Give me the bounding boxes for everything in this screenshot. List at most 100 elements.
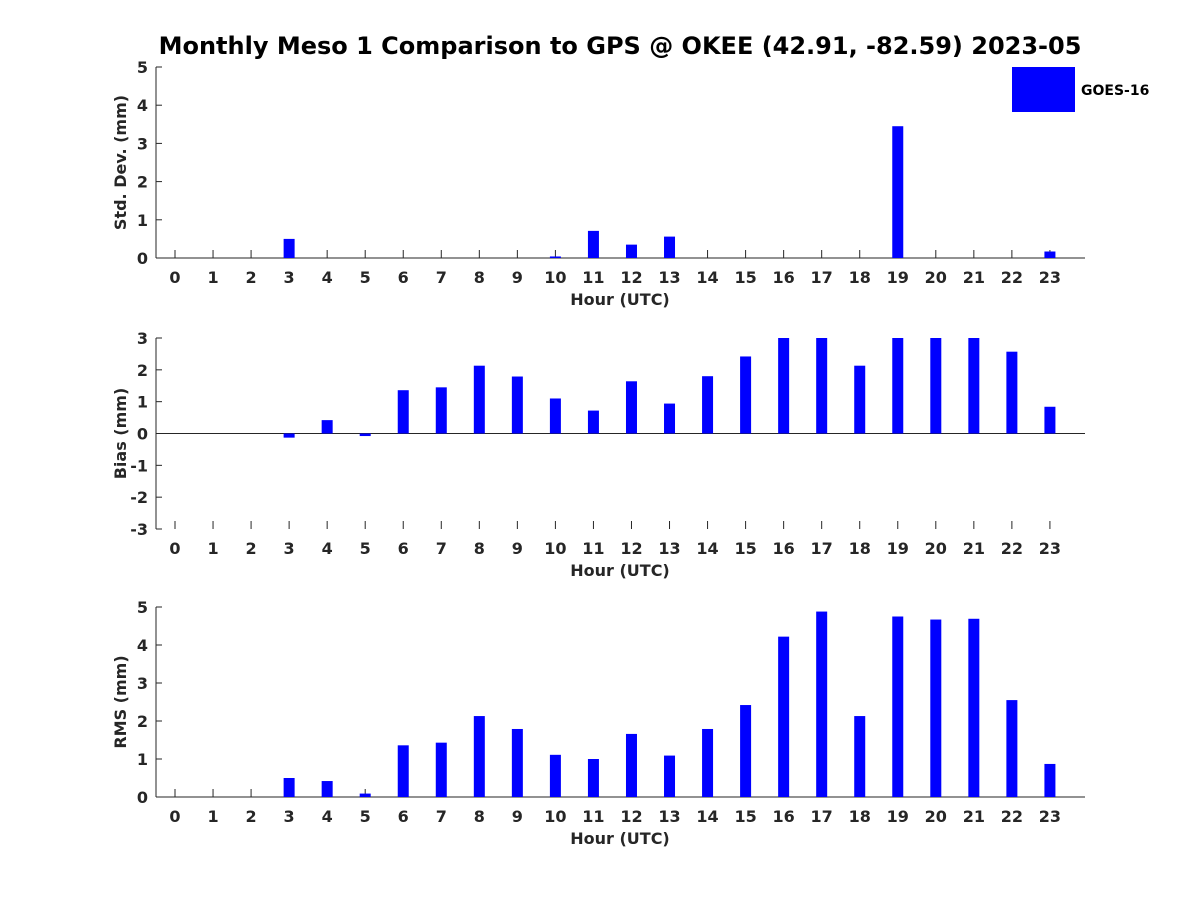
- x-tick-label: 14: [696, 268, 718, 287]
- x-tick-label: 16: [773, 539, 795, 558]
- x-tick-label: 22: [1001, 807, 1023, 826]
- bar-hour-8: [473, 365, 485, 434]
- bar-hour-13: [664, 236, 676, 258]
- bar-hour-11: [587, 759, 599, 797]
- x-tick-label: 3: [284, 807, 295, 826]
- x-tick-label: 4: [322, 539, 333, 558]
- x-tick-label: 18: [849, 539, 871, 558]
- x-tick-label: 19: [887, 539, 909, 558]
- bar-hour-21: [968, 618, 980, 797]
- x-tick-label: 0: [169, 268, 180, 287]
- bar-hour-4: [321, 781, 333, 797]
- bar-hour-13: [664, 755, 676, 797]
- bar-hour-23: [1044, 406, 1056, 434]
- y-tick-label: 4: [137, 636, 148, 655]
- bar-hour-11: [587, 410, 599, 434]
- x-tick-label: 6: [398, 539, 409, 558]
- x-tick-label: 9: [512, 268, 523, 287]
- bar-hour-21: [968, 338, 980, 434]
- bar-hour-12: [625, 244, 637, 258]
- bar-hour-16: [778, 338, 790, 434]
- x-tick-label: 14: [696, 539, 718, 558]
- x-tick-label: 2: [246, 539, 257, 558]
- x-tick-label: 6: [398, 807, 409, 826]
- bar-hour-19: [892, 616, 904, 797]
- x-tick-label: 8: [474, 268, 485, 287]
- x-tick-label: 4: [322, 807, 333, 826]
- x-tick-label: 12: [620, 268, 642, 287]
- y-tick-label: 1: [137, 393, 148, 412]
- x-tick-label: 22: [1001, 268, 1023, 287]
- x-tick-label: 0: [169, 807, 180, 826]
- legend: GOES-16: [1012, 67, 1149, 112]
- x-tick-label: 20: [925, 268, 947, 287]
- bar-hour-7: [435, 387, 447, 434]
- bar-hour-14: [702, 728, 714, 797]
- bar-hour-19: [892, 126, 904, 259]
- x-tick-label: 20: [925, 539, 947, 558]
- x-tick-label: 4: [322, 268, 333, 287]
- bar-hour-20: [930, 338, 942, 434]
- x-tick-label: 5: [360, 268, 371, 287]
- y-tick-label: 1: [137, 750, 148, 769]
- x-tick-label: 15: [734, 539, 756, 558]
- bar-hour-4: [321, 420, 333, 434]
- x-tick-label: 15: [734, 268, 756, 287]
- y-tick-label: 5: [137, 598, 148, 617]
- y-axis-label: RMS (mm): [111, 655, 130, 748]
- x-tick-label: 17: [811, 268, 833, 287]
- x-tick-label: 13: [658, 268, 680, 287]
- y-tick-label: 0: [137, 249, 148, 268]
- y-tick-label: 2: [137, 712, 148, 731]
- x-tick-label: 16: [773, 807, 795, 826]
- bar-hour-23: [1044, 763, 1056, 797]
- legend-swatch: [1012, 67, 1075, 112]
- x-tick-label: 3: [284, 539, 295, 558]
- bar-hour-16: [778, 636, 790, 797]
- x-tick-label: 15: [734, 807, 756, 826]
- x-tick-label: 23: [1039, 268, 1061, 287]
- x-tick-label: 0: [169, 539, 180, 558]
- x-tick-label: 7: [436, 539, 447, 558]
- x-tick-label: 3: [284, 268, 295, 287]
- x-tick-label: 21: [963, 807, 985, 826]
- bar-hour-19: [892, 338, 904, 434]
- x-tick-label: 10: [544, 268, 566, 287]
- y-tick-label: 2: [137, 361, 148, 380]
- bar-hour-10: [549, 754, 561, 797]
- bar-hour-5: [359, 793, 371, 797]
- bar-hour-18: [854, 365, 866, 434]
- x-tick-label: 1: [207, 539, 218, 558]
- x-tick-label: 20: [925, 807, 947, 826]
- bar-hour-9: [511, 376, 523, 434]
- x-tick-label: 21: [963, 539, 985, 558]
- bar-hour-12: [625, 381, 637, 434]
- x-tick-label: 8: [474, 539, 485, 558]
- bar-hour-12: [625, 733, 637, 797]
- y-tick-label: -2: [130, 488, 148, 507]
- x-tick-label: 10: [544, 807, 566, 826]
- x-tick-label: 2: [246, 268, 257, 287]
- bar-hour-14: [702, 376, 714, 434]
- x-tick-label: 5: [360, 807, 371, 826]
- bar-hour-18: [854, 716, 866, 797]
- y-tick-label: 0: [137, 788, 148, 807]
- x-tick-label: 23: [1039, 539, 1061, 558]
- y-tick-label: 3: [137, 134, 148, 153]
- x-tick-label: 14: [696, 807, 718, 826]
- bar-hour-22: [1006, 351, 1018, 434]
- x-tick-label: 2: [246, 807, 257, 826]
- x-tick-label: 7: [436, 807, 447, 826]
- x-tick-label: 8: [474, 807, 485, 826]
- bar-hour-10: [549, 398, 561, 434]
- legend-label: GOES-16: [1081, 83, 1149, 99]
- bar-hour-3: [283, 778, 295, 797]
- y-tick-label: 3: [137, 329, 148, 348]
- bar-hour-15: [740, 356, 752, 434]
- x-axis-label: Hour (UTC): [570, 829, 670, 848]
